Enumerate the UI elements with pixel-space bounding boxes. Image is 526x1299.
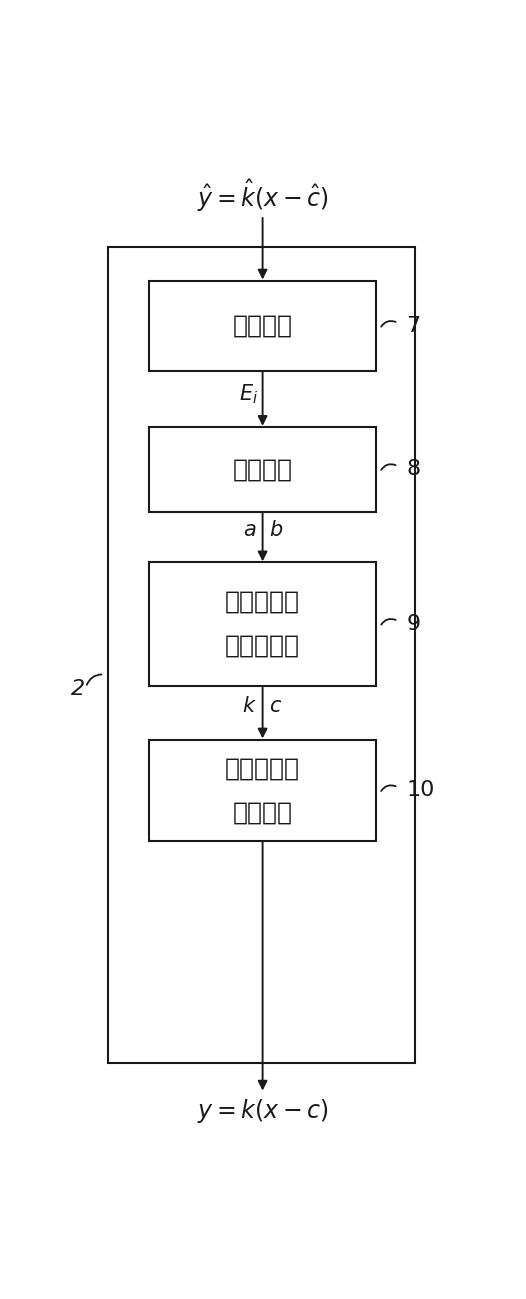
Bar: [108, 247, 414, 1063]
Text: 仪表系数: 仪表系数: [232, 800, 292, 825]
Text: 设定修正的: 设定修正的: [225, 756, 300, 781]
Text: $a$: $a$: [243, 520, 257, 540]
Text: 10: 10: [406, 781, 434, 800]
Text: $\hat{y} = \hat{k}(x - \hat{c})$: $\hat{y} = \hat{k}(x - \hat{c})$: [197, 178, 328, 214]
Text: 7: 7: [406, 316, 420, 336]
Bar: [149, 427, 376, 512]
Text: 系数和零点: 系数和零点: [225, 634, 300, 659]
Text: $y = k(x - c)$: $y = k(x - c)$: [197, 1096, 328, 1125]
Text: 9: 9: [406, 614, 420, 634]
Bar: [149, 281, 376, 372]
Text: 误差标定: 误差标定: [232, 314, 292, 338]
Bar: [149, 562, 376, 686]
Bar: [149, 739, 376, 842]
Text: $k$: $k$: [242, 695, 257, 716]
Text: $b$: $b$: [269, 520, 283, 540]
Text: 计算修正的: 计算修正的: [225, 590, 300, 614]
Text: 2: 2: [70, 679, 85, 699]
Text: 系数拟合: 系数拟合: [232, 457, 292, 481]
Text: 8: 8: [406, 460, 420, 479]
Text: $c$: $c$: [269, 695, 282, 716]
Text: $E_i$: $E_i$: [239, 382, 258, 407]
